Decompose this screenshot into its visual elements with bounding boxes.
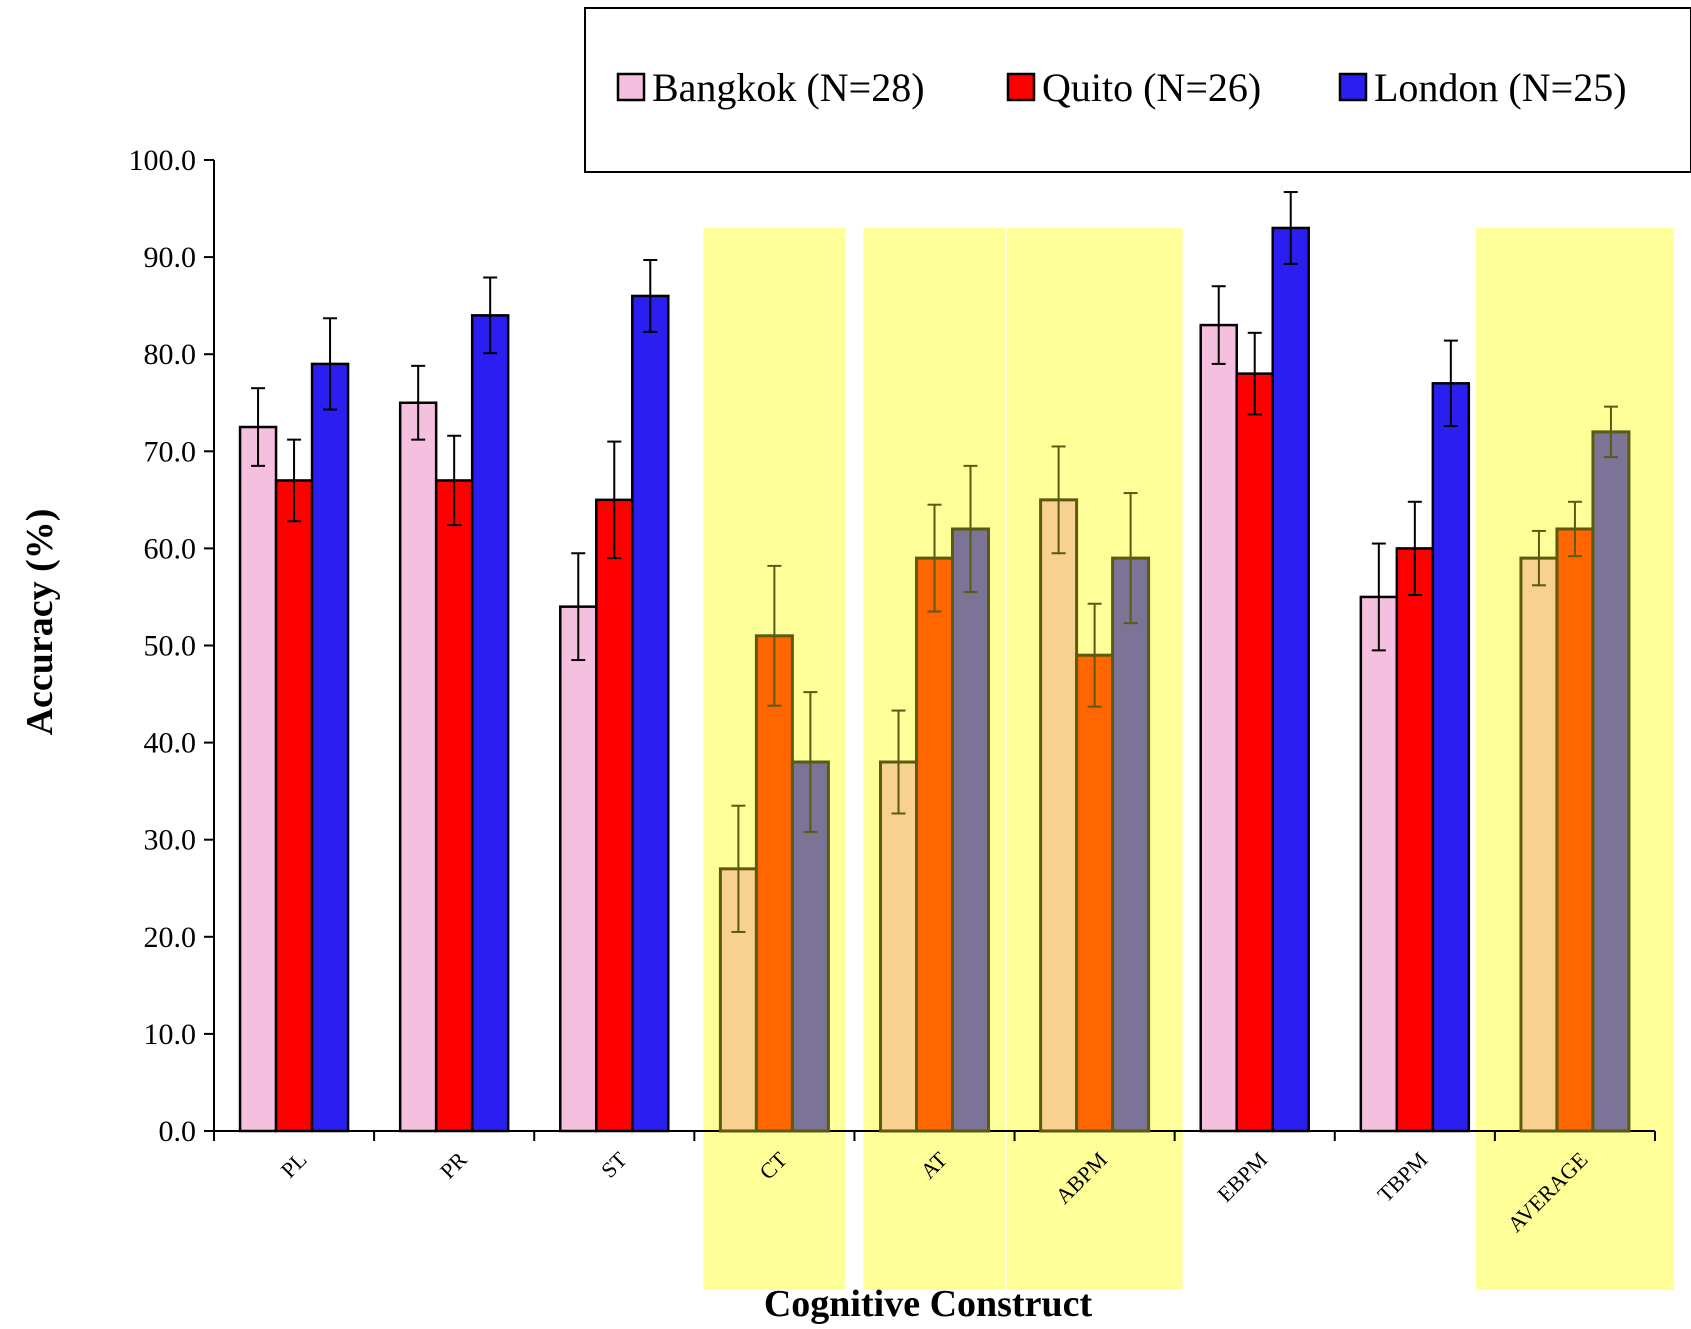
x-category-label: PL [276,1147,312,1183]
bar-st-quito [595,498,634,1133]
y-tick-label: 60.0 [144,532,197,565]
bar-ebpm-bangkok [1199,323,1238,1133]
y-tick-label: 40.0 [144,727,197,760]
y-tick-label: 80.0 [144,338,197,371]
bar-pr-bangkok [398,401,438,1133]
x-category-label: PR [435,1147,472,1184]
legend: Bangkok (N=28) Quito (N=26) London (N=25) [584,7,1691,173]
bars [238,226,1631,1133]
bar-abpm-quito [1075,653,1115,1133]
bar-pr-quito [434,479,474,1133]
y-axis-title: Accuracy (%) [19,509,61,736]
tick-labels: 0.0 10.0 20.0 30.0 40.0 50.0 60.0 70.0 80.0 90.0 1… [129,144,1656,1148]
error-bars [251,191,1618,933]
legend-swatch [1338,72,1368,102]
bar-average-bangkok [1519,556,1559,1133]
bar-average-quito [1555,527,1595,1133]
y-tick-label: 100.0 [129,144,197,177]
bar-ebpm-london [1271,226,1310,1133]
bar-tbpm-london [1431,382,1471,1133]
y-tick-label: 70.0 [144,435,197,468]
x-category-label: ST [596,1146,632,1182]
y-tick-label: 0.0 [159,1115,197,1148]
x-category-label: TBPM [1372,1147,1432,1207]
legend-swatch [1006,72,1036,102]
y-tick-label: 20.0 [144,921,197,954]
bar-ct-quito [754,634,794,1133]
x-axis-title: Cognitive Construct [764,1283,1093,1325]
bar-at-bangkok [879,760,918,1133]
legend-swatch [616,72,646,102]
bar-at-london [951,527,990,1133]
legend-box [584,7,1691,173]
bar-pl-london [310,362,350,1133]
legend-label: London (N=25) [1374,65,1627,110]
bar-pr-london [470,314,510,1133]
y-tick-label: 30.0 [144,824,197,857]
y-tick-label: 90.0 [144,241,197,274]
bar-ebpm-quito [1235,372,1274,1133]
legend-label: Bangkok (N=28) [652,65,925,110]
legend-label: Quito (N=26) [1042,65,1261,110]
x-category-label: EBPM [1212,1147,1272,1207]
y-tick-label: 50.0 [144,630,197,663]
bar-pl-quito [274,479,314,1133]
bar-average-london [1591,430,1631,1133]
bar-at-quito [915,556,954,1133]
bar-abpm-london [1111,556,1151,1133]
bar-tbpm-quito [1395,547,1435,1133]
bar-pl-bangkok [238,425,278,1133]
bar-tbpm-bangkok [1359,595,1399,1133]
y-tick-label: 10.0 [144,1018,197,1051]
bar-st-london [631,294,670,1133]
bar-abpm-bangkok [1039,498,1079,1133]
bar-st-bangkok [559,605,598,1133]
